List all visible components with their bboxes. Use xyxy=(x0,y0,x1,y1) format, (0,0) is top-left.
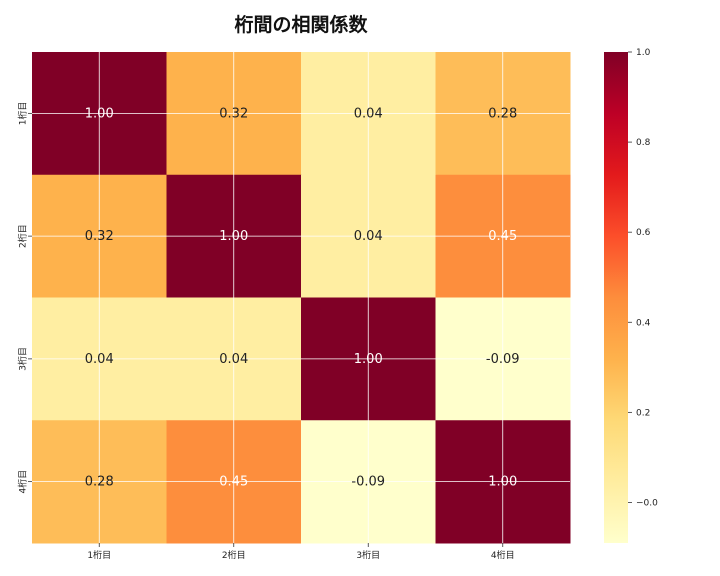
colorbar-ticks: −0.0 0.2 0.4 0.6 0.8 1.0 xyxy=(628,48,658,508)
y-axis-ticks: 1桁目 2桁目 3桁目 4桁目 xyxy=(17,102,32,494)
colorbar-tick-label: 0.4 xyxy=(636,318,651,328)
colorbar-tick-label: 0.2 xyxy=(636,408,650,418)
cell-value-label: 0.32 xyxy=(219,106,248,121)
cell-value-label: 1.00 xyxy=(219,229,248,244)
cell-value-label: 0.45 xyxy=(219,475,248,490)
y-tick-label: 4桁目 xyxy=(17,470,29,494)
grid-lines xyxy=(32,52,570,543)
x-tick-label: 1桁目 xyxy=(87,549,111,561)
cell-value-label: 0.04 xyxy=(219,352,248,367)
x-tick-label: 3桁目 xyxy=(356,549,380,561)
y-tick-label: 3桁目 xyxy=(17,347,29,371)
heatmap-cells xyxy=(32,52,571,544)
cell-value-label: -0.09 xyxy=(351,475,385,490)
chart-title: 桁間の相関係数 xyxy=(234,13,368,36)
y-tick-label: 2桁目 xyxy=(17,224,29,248)
colorbar-tick-label: 1.0 xyxy=(636,48,651,58)
cell-value-label: 0.32 xyxy=(85,229,114,244)
x-tick-label: 2桁目 xyxy=(222,549,246,561)
cell-value-label: 0.04 xyxy=(85,352,114,367)
colorbar-tick-label: 0.8 xyxy=(636,138,651,148)
y-tick-label: 1桁目 xyxy=(17,102,29,126)
cell-value-labels: 1.00 0.32 0.04 0.28 0.32 1.00 0.04 0.45 0.04 0.04… xyxy=(85,106,520,489)
cell-value-label: -0.09 xyxy=(486,352,520,367)
cell-value-label: 0.04 xyxy=(354,106,383,121)
colorbar xyxy=(604,52,628,543)
cell-value-label: 1.00 xyxy=(488,475,517,490)
cell-value-label: 0.45 xyxy=(488,229,517,244)
colorbar-tick-label: 0.6 xyxy=(636,228,651,238)
cell-value-label: 0.04 xyxy=(354,229,383,244)
x-axis-ticks: 1桁目 2桁目 3桁目 4桁目 xyxy=(87,543,515,561)
x-tick-label: 4桁目 xyxy=(491,549,515,561)
colorbar-tick-label: −0.0 xyxy=(636,498,658,508)
cell-value-label: 1.00 xyxy=(85,106,114,121)
cell-value-label: 0.28 xyxy=(488,106,517,121)
cell-value-label: 1.00 xyxy=(354,352,383,367)
cell-value-label: 0.28 xyxy=(85,475,114,490)
